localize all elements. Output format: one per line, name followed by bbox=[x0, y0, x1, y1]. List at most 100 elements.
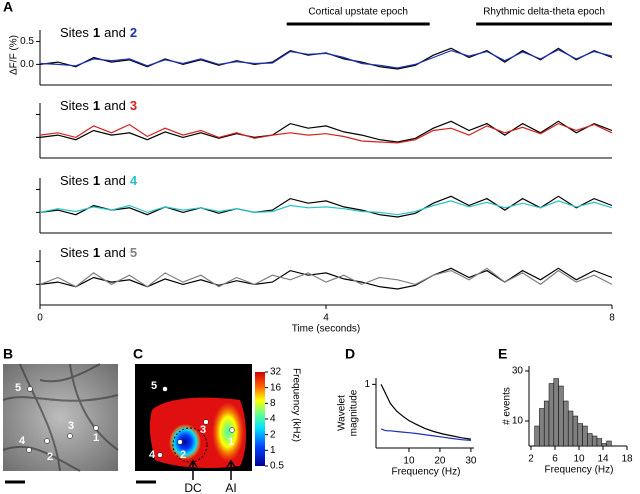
y-tick-label: 0.5 bbox=[20, 36, 34, 47]
y-axis-label: magnitude bbox=[349, 389, 360, 436]
legend-entry: 2 bbox=[130, 25, 137, 40]
line bbox=[380, 384, 471, 440]
colorbar-tick-label: 8 bbox=[270, 398, 276, 409]
colorbar-tick-label: 2 bbox=[270, 429, 276, 440]
site-label: 1 bbox=[93, 432, 99, 444]
legend-entry: 3 bbox=[130, 98, 137, 113]
site-label: 5 bbox=[151, 380, 157, 392]
site-label: 3 bbox=[68, 420, 74, 432]
bar bbox=[534, 425, 540, 447]
panel-label: E bbox=[498, 346, 507, 362]
title-joiner: and bbox=[104, 173, 126, 188]
arrow-label: AI bbox=[225, 481, 236, 494]
bar bbox=[587, 433, 593, 447]
x-tick-label: 10 bbox=[403, 456, 415, 467]
line bbox=[380, 428, 471, 441]
legend-entry: 1 bbox=[93, 98, 100, 113]
y-axis-label: # events bbox=[502, 387, 513, 425]
line bbox=[39, 120, 613, 143]
x-axis-label: Frequency (Hz) bbox=[392, 467, 461, 478]
line bbox=[39, 267, 613, 290]
arrow-label: DC bbox=[184, 481, 202, 494]
site-label: 4 bbox=[149, 449, 156, 461]
x-tick-label: 6 bbox=[552, 454, 558, 465]
image-b bbox=[2, 363, 119, 484]
line bbox=[39, 122, 613, 144]
x-tick-label: 20 bbox=[434, 456, 446, 467]
title-joiner: and bbox=[104, 98, 126, 113]
legend-entry: 4 bbox=[130, 173, 138, 188]
colorbar-label: Frequency (kHz) bbox=[290, 368, 301, 442]
site-dot bbox=[93, 425, 99, 431]
colorbar-tick-label: 16 bbox=[270, 382, 282, 393]
legend-entry: 1 bbox=[93, 173, 100, 188]
site-dot bbox=[44, 438, 50, 444]
bar bbox=[596, 438, 603, 447]
legend-entry: 1 bbox=[93, 245, 100, 260]
legend-entry: 5 bbox=[130, 245, 137, 260]
annotation: Rhythmic delta-theta epoch bbox=[483, 7, 605, 18]
title-joiner: and bbox=[104, 25, 126, 40]
x-tick-label: 8 bbox=[609, 313, 615, 324]
colorbar-tick-label: 0.5 bbox=[270, 461, 284, 472]
site-label: 1 bbox=[228, 436, 234, 448]
title-prefix: Sites bbox=[60, 25, 89, 40]
bar bbox=[553, 378, 559, 447]
site-dot bbox=[67, 433, 73, 439]
bar bbox=[591, 435, 598, 447]
legend-entry: 1 bbox=[93, 25, 100, 40]
colorbar-tick-label: 1 bbox=[270, 445, 276, 456]
site-label: 4 bbox=[19, 435, 26, 447]
x-tick-label: 0 bbox=[37, 313, 43, 324]
y-axis-label: Wavelet bbox=[337, 395, 348, 431]
x-axis-label: Frequency (Hz) bbox=[545, 465, 614, 476]
y-axis-label: ΔF/F (%) bbox=[9, 35, 20, 75]
title-joiner: and bbox=[104, 245, 126, 260]
site-label: 5 bbox=[15, 382, 21, 394]
x-axis-label: Time (seconds) bbox=[292, 324, 361, 335]
panel-title: Sites 1 and 2 bbox=[60, 25, 137, 40]
x-tick-label: 2 bbox=[528, 454, 534, 465]
site-dot bbox=[203, 419, 209, 425]
bar bbox=[548, 383, 555, 447]
panel-label: D bbox=[345, 346, 355, 362]
panel-label: C bbox=[133, 346, 143, 362]
x-tick-label: 14 bbox=[597, 454, 609, 465]
line bbox=[39, 267, 613, 288]
site-dot bbox=[26, 447, 32, 453]
y-tick-label: 30 bbox=[512, 366, 524, 377]
x-tick-label: 10 bbox=[573, 454, 585, 465]
site-label: 3 bbox=[200, 424, 206, 436]
panel-title: Sites 1 and 5 bbox=[60, 245, 137, 260]
line bbox=[39, 200, 613, 216]
bar bbox=[582, 425, 588, 447]
title-prefix: Sites bbox=[60, 245, 89, 260]
bar bbox=[572, 415, 579, 447]
panel-label: B bbox=[3, 346, 13, 362]
x-tick-label: 30 bbox=[465, 456, 477, 467]
panel-label: A bbox=[3, 0, 13, 15]
y-tick-label: 10 bbox=[512, 416, 524, 427]
line bbox=[39, 49, 613, 69]
panel-title: Sites 1 and 3 bbox=[60, 98, 137, 113]
bar bbox=[567, 410, 574, 447]
bar bbox=[539, 408, 545, 447]
site-dot bbox=[229, 427, 235, 433]
site-dot bbox=[177, 439, 183, 445]
colorbar-tick-label: 32 bbox=[270, 367, 282, 378]
site-dot bbox=[27, 386, 33, 392]
bar bbox=[577, 423, 583, 447]
colorbar-tick-label: 4 bbox=[270, 414, 276, 425]
site-label: 2 bbox=[47, 451, 53, 463]
site-label: 2 bbox=[180, 449, 186, 461]
panel-title: Sites 1 and 4 bbox=[60, 173, 138, 188]
line bbox=[39, 195, 613, 218]
site-dot bbox=[162, 386, 168, 392]
title-prefix: Sites bbox=[60, 173, 89, 188]
bar bbox=[543, 400, 550, 447]
title-prefix: Sites bbox=[60, 98, 89, 113]
site-dot bbox=[157, 452, 163, 458]
bar bbox=[563, 400, 569, 447]
line bbox=[39, 47, 613, 70]
